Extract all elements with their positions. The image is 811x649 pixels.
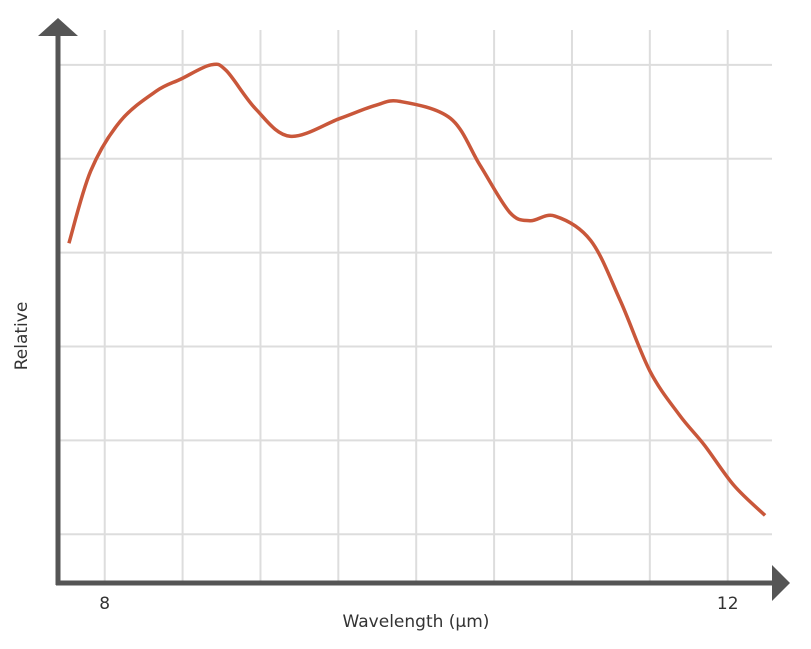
x-tick-label: 8 [99, 594, 110, 614]
x-tick-label: 12 [717, 594, 739, 614]
y-axis-arrow [38, 18, 78, 36]
data-line [67, 62, 767, 517]
x-axis-title: Wavelength (µm) [343, 612, 490, 632]
x-axis-arrow [772, 565, 790, 601]
y-axis-title: Relative [12, 302, 32, 371]
